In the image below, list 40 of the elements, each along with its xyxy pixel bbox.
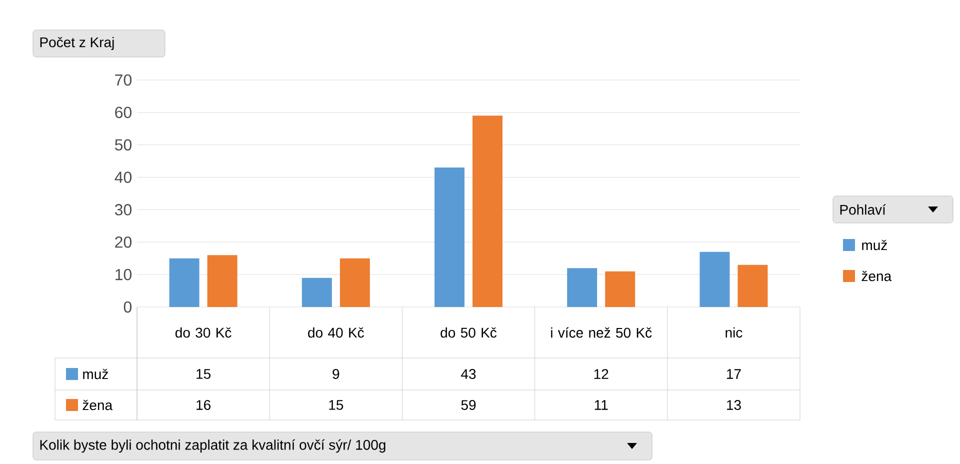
data-label: 17 (726, 369, 741, 379)
y-tick-label: 30 (114, 204, 132, 216)
y-tick-label: 10 (116, 268, 132, 280)
y-axis-title: Počet z Kraj (40, 36, 114, 50)
x-tick-label: nic (726, 327, 742, 338)
bar (700, 252, 730, 307)
data-label: 9 (332, 369, 340, 379)
data-label: 43 (461, 369, 476, 379)
x-tick-label: i více než 50 Kč (551, 327, 652, 338)
legend-title: Pohlaví (840, 204, 886, 215)
bar (605, 271, 636, 307)
y-tick-label: 60 (115, 106, 132, 118)
bar (472, 116, 503, 307)
data-label: 11 (594, 400, 608, 410)
x-tick-label: do 50 Kč (440, 327, 497, 338)
bar (302, 278, 332, 307)
text: muž (862, 240, 887, 250)
legend-label: muž (83, 368, 108, 380)
data-label: 15 (329, 400, 344, 410)
data-label: 13 (726, 400, 741, 410)
y-tick-label: 40 (114, 172, 132, 183)
text: Kolik byste byli ochotni zaplatit za kvalitní ovčí sýr/ 100g (40, 439, 386, 453)
y-tick-label: 70 (115, 74, 132, 86)
bar (567, 268, 598, 307)
bar (738, 264, 768, 307)
y-tick-label: 50 (114, 139, 132, 151)
x-tick-label: do 30 Kč (175, 327, 232, 338)
bar (207, 255, 238, 307)
data-label: 15 (196, 369, 211, 379)
data-label: 16 (196, 400, 210, 410)
x-tick-label: do 40 Kč (308, 327, 364, 338)
bar (169, 258, 200, 307)
data-label: 59 (461, 400, 476, 410)
y-tick-label: 20 (115, 236, 132, 248)
bar (340, 258, 370, 307)
text: žena (82, 400, 113, 410)
legend-label: žena (862, 270, 892, 282)
bar (434, 168, 465, 307)
data-label: 12 (594, 369, 608, 379)
y-tick-label: 0 (124, 301, 132, 313)
